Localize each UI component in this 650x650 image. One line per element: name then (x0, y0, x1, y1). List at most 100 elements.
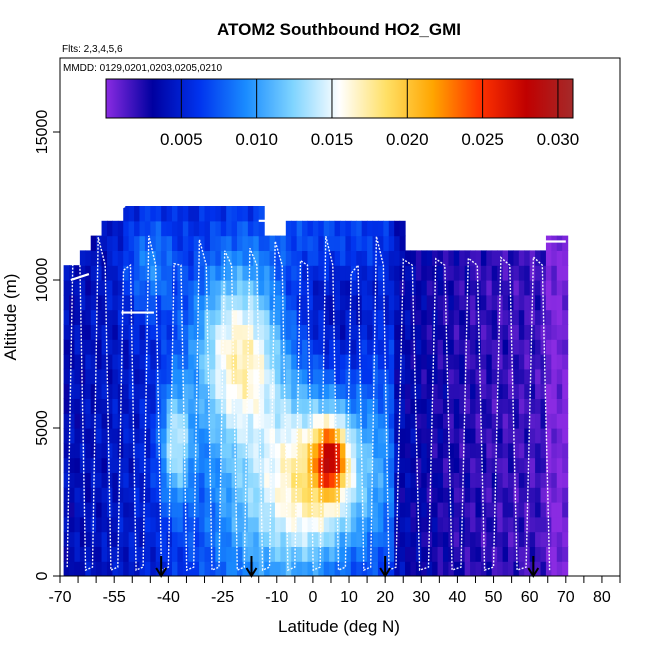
heatmap-cell (556, 383, 563, 399)
heatmap-cell (334, 472, 341, 488)
heatmap-cell (535, 368, 542, 385)
heatmap-cell (123, 250, 130, 266)
heatmap-cell (242, 561, 249, 576)
heatmap-cell (182, 383, 189, 399)
heatmap-cell (215, 546, 222, 562)
heatmap-cell (410, 516, 417, 533)
heatmap-cell (442, 383, 449, 399)
heatmap-cell (464, 457, 471, 473)
heatmap-cell (356, 546, 363, 562)
heatmap-cell (562, 250, 569, 266)
heatmap-cell (329, 324, 336, 340)
heatmap-cell (106, 265, 113, 281)
heatmap-cell (128, 220, 135, 237)
heatmap-cell (410, 354, 417, 370)
heatmap-cell (139, 442, 146, 459)
heatmap-cell (237, 368, 244, 385)
heatmap-cell (264, 354, 271, 370)
heatmap-cell (144, 487, 151, 503)
heatmap-cell (74, 354, 81, 370)
heatmap-cell (172, 516, 179, 533)
heatmap-cell (209, 354, 216, 370)
heatmap-cell (377, 398, 384, 414)
heatmap-cell (497, 368, 504, 385)
heatmap-cell (96, 294, 103, 311)
heatmap-cell (453, 383, 460, 399)
heatmap-cell (340, 235, 347, 251)
heatmap-cell (258, 531, 265, 547)
heatmap-cell (410, 502, 417, 518)
heatmap-cell (388, 368, 395, 385)
heatmap-cell (453, 457, 460, 473)
heatmap-cell (497, 442, 504, 459)
heatmap-cell (367, 428, 374, 444)
heatmap-cell (448, 324, 455, 340)
heatmap-cell (128, 516, 135, 533)
heatmap-cell (188, 294, 195, 311)
heatmap-cell (215, 339, 222, 355)
heatmap-cell (437, 383, 444, 399)
heatmap-cell (480, 516, 487, 533)
heatmap-cell (394, 294, 401, 311)
heatmap-cell (562, 354, 569, 370)
heatmap-cell (562, 442, 569, 459)
heatmap-cell (226, 265, 233, 281)
heatmap-cell (253, 339, 260, 355)
heatmap-cell (502, 442, 509, 459)
heatmap-cell (247, 324, 254, 340)
heatmap-cell (258, 546, 265, 562)
heatmap-cell (112, 250, 119, 266)
heatmap-cell (134, 294, 141, 311)
heatmap-cell (161, 531, 168, 547)
heatmap-cell (410, 546, 417, 562)
heatmap-cell (296, 383, 303, 399)
heatmap-cell (215, 206, 222, 222)
heatmap-cell (209, 324, 216, 340)
heatmap-cell (253, 546, 260, 562)
heatmap-cell (513, 413, 520, 429)
heatmap-cell (161, 294, 168, 311)
heatmap-cell (231, 546, 238, 562)
heatmap-cell (432, 472, 439, 488)
heatmap-cell (226, 413, 233, 429)
heatmap-cell (486, 354, 493, 370)
heatmap-cell (204, 531, 211, 547)
heatmap-cell (166, 280, 173, 296)
heatmap-cell (258, 206, 265, 222)
heatmap-cell (155, 516, 162, 533)
heatmap-cell (426, 428, 433, 444)
heatmap-cell (269, 383, 276, 399)
heatmap-cell (258, 294, 265, 311)
heatmap-cell (518, 457, 525, 473)
heatmap-cell (106, 324, 113, 340)
heatmap-cell (367, 413, 374, 429)
heatmap-cell (182, 294, 189, 311)
heatmap-cell (106, 472, 113, 488)
heatmap-cell (231, 354, 238, 370)
heatmap-cell (513, 354, 520, 370)
heatmap-cell (106, 235, 113, 251)
x-axis-label: Latitude (deg N) (278, 617, 400, 636)
heatmap-cell (226, 546, 233, 562)
heatmap-cell (69, 516, 76, 533)
heatmap-cell (508, 280, 515, 296)
heatmap-cell (101, 413, 108, 429)
heatmap-cell (155, 354, 162, 370)
heatmap-cell (508, 324, 515, 340)
heatmap-cell (394, 339, 401, 355)
heatmap-cell (144, 368, 151, 385)
heatmap-cell (112, 265, 119, 281)
heatmap-cell (302, 516, 309, 533)
heatmap-cell (318, 383, 325, 399)
heatmap-cell (453, 516, 460, 533)
heatmap-cell (356, 442, 363, 459)
heatmap-cell (540, 487, 547, 503)
heatmap-cell (134, 324, 141, 340)
heatmap-cell (161, 339, 168, 355)
heatmap-cell (123, 324, 130, 340)
heatmap-cell (199, 546, 206, 562)
heatmap-cell (334, 324, 341, 340)
heatmap-cell (556, 324, 563, 340)
heatmap-cell (486, 383, 493, 399)
heatmap-cell (524, 339, 531, 355)
